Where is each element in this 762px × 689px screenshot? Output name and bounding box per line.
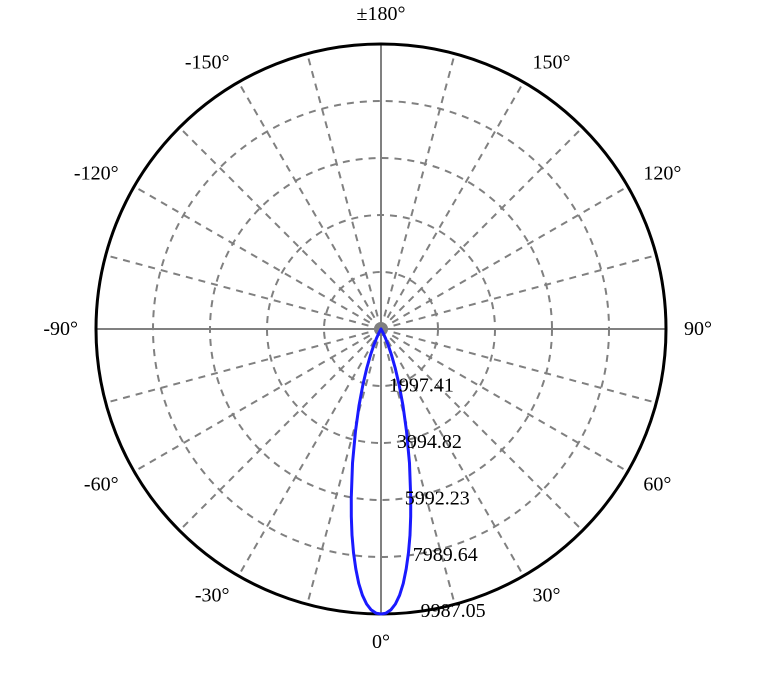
grid-spoke	[106, 255, 381, 329]
radial-tick-label: 3994.82	[397, 431, 462, 453]
grid-spoke	[239, 329, 382, 576]
polar-chart: 1997.41 3994.82 5992.23 7989.64 9987.05 0° 30…	[0, 0, 762, 689]
angle-tick-label: 150°	[533, 52, 571, 74]
grid-spoke	[106, 329, 381, 403]
grid-spoke	[307, 54, 381, 329]
angle-tick-label: -120°	[74, 163, 119, 185]
grid-spoke	[381, 255, 656, 329]
grid-spoke	[307, 329, 381, 604]
angle-tick-label: -90°	[43, 318, 78, 340]
radial-tick-label: 7989.64	[413, 544, 478, 566]
angle-tick-label: 120°	[643, 163, 681, 185]
grid-spoke	[179, 127, 381, 329]
radial-tick-label: 1997.41	[389, 374, 454, 396]
grid-spoke	[134, 329, 381, 472]
grid-spoke	[239, 82, 382, 329]
grid-spoke	[381, 187, 628, 330]
angle-tick-label: 90°	[684, 318, 712, 340]
grid-spoke	[381, 127, 583, 329]
angle-tick-label: 30°	[533, 584, 561, 606]
grid-spoke	[381, 54, 455, 329]
grid-spoke	[381, 82, 524, 329]
angle-tick-label: ±180°	[357, 3, 406, 25]
angle-tick-label: -30°	[195, 584, 230, 606]
radial-tick-label: 9987.05	[421, 600, 486, 622]
radial-tick-label: 5992.23	[405, 487, 470, 509]
angle-tick-label: 0°	[372, 631, 390, 653]
grid-spoke	[134, 187, 381, 330]
angle-tick-label: -60°	[84, 474, 119, 496]
angle-tick-label: 60°	[643, 474, 671, 496]
angle-tick-label: -150°	[185, 52, 230, 74]
